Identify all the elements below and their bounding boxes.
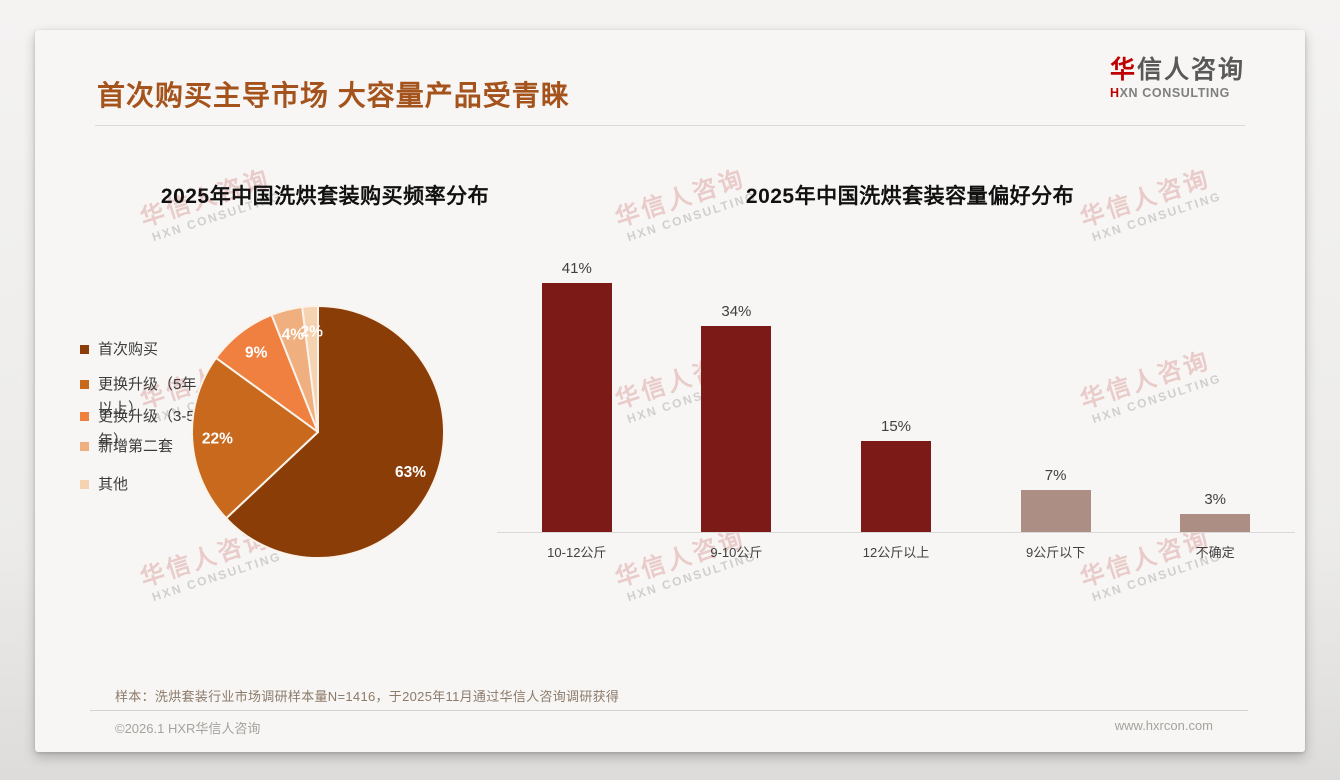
logo-cn-text: 华信人咨询 bbox=[1109, 56, 1245, 85]
pie-chart: 63% 22% 9% 4%2% bbox=[191, 304, 445, 559]
pie-slice-label: 22% bbox=[202, 430, 233, 447]
company-logo: 华信人咨询 HXN CONSULTING bbox=[1109, 56, 1245, 100]
bar-value-label: 7% bbox=[1044, 466, 1067, 484]
page-title: 首次购买主导市场 大容量产品受青睐 bbox=[97, 80, 570, 111]
pie-chart-title: 2025年中国洗烘套装购买频率分布 bbox=[160, 185, 490, 208]
bar-category-labels: 10-12公斤 9-10公斤 12公斤以上 9公斤以下 不确定 bbox=[497, 542, 1295, 562]
bar-chart: 41% 34% 15% 7% 3% bbox=[497, 260, 1295, 533]
bar-category-label: 12公斤以上 bbox=[862, 545, 930, 560]
bar-value-label: 34% bbox=[721, 302, 752, 320]
legend-marker bbox=[80, 345, 89, 354]
pie-slice bbox=[301, 304, 319, 433]
slide-card: 华信人咨询 HXN CONSULTING 华信人咨询 HXN CONSULTING 华信… bbox=[35, 30, 1305, 752]
legend-label: 首次购买 bbox=[98, 341, 159, 358]
pie-slice-label: 9% bbox=[245, 344, 268, 361]
logo-en-text: HXN CONSULTING bbox=[1110, 86, 1245, 100]
legend-marker bbox=[80, 480, 89, 489]
pie-slice-label: 63% bbox=[395, 464, 426, 481]
legend-label: 更换升级（3-5 年） bbox=[98, 408, 195, 449]
logo-cn-rest: 信人咨询 bbox=[1136, 56, 1245, 84]
pie-slice-label: 2% bbox=[300, 323, 323, 340]
bar-category-label: 不确定 bbox=[1195, 545, 1235, 560]
sample-note: 样本：洗烘套装行业市场调研样本量N=1416，于2025年11月通过华信人咨询调… bbox=[115, 689, 620, 704]
bar-category-label: 9公斤以下 bbox=[1025, 545, 1086, 560]
legend-label: 新增第二套 bbox=[98, 438, 174, 455]
legend-item: 新增第二套 bbox=[80, 435, 173, 459]
bar-chart-title: 2025年中国洗烘套装容量偏好分布 bbox=[745, 185, 1075, 208]
legend-item: 其他 bbox=[80, 473, 128, 497]
legend-label: 其他 bbox=[98, 476, 129, 493]
legend-marker bbox=[80, 442, 89, 451]
bar bbox=[541, 283, 612, 532]
pie-slice bbox=[191, 356, 319, 520]
legend-item: 更换升级（5年 以上） bbox=[80, 373, 196, 421]
bar bbox=[701, 325, 772, 532]
bar-value-label: 15% bbox=[880, 418, 912, 435]
bar bbox=[861, 441, 931, 532]
bar-value-label: 3% bbox=[1204, 490, 1227, 508]
logo-en-accent: H bbox=[1109, 85, 1120, 100]
legend-marker bbox=[80, 380, 89, 389]
bar bbox=[1020, 489, 1091, 532]
logo-cn-accent: 华 bbox=[1109, 56, 1137, 84]
legend-item: 更换升级（3-5 年） bbox=[80, 405, 195, 453]
legend-label: 更换升级（5年 以上） bbox=[98, 376, 197, 417]
logo-en-rest: XN CONSULTING bbox=[1119, 85, 1230, 100]
x-axis-line bbox=[497, 532, 1295, 533]
bar-category-label: 10-12公斤 bbox=[547, 545, 607, 560]
bar-category-label: 9-10公斤 bbox=[710, 545, 763, 560]
footer-divider bbox=[90, 710, 1248, 711]
bar bbox=[1180, 513, 1251, 532]
legend-marker bbox=[80, 412, 89, 421]
bar-value-label: 41% bbox=[561, 260, 592, 278]
legend-item: 首次购买 bbox=[80, 338, 158, 362]
website-text: www.hxrcon.com bbox=[1114, 718, 1213, 733]
copyright-text: ©2026.1 HXR华信人咨询 bbox=[115, 721, 261, 736]
slide-content: 首次购买主导市场 大容量产品受青睐 华信人咨询 HXN CONSULTING 2… bbox=[35, 30, 1305, 752]
pie-slice-label: 4% bbox=[282, 326, 305, 343]
header-divider bbox=[95, 125, 1245, 126]
pie-slice bbox=[225, 305, 445, 559]
